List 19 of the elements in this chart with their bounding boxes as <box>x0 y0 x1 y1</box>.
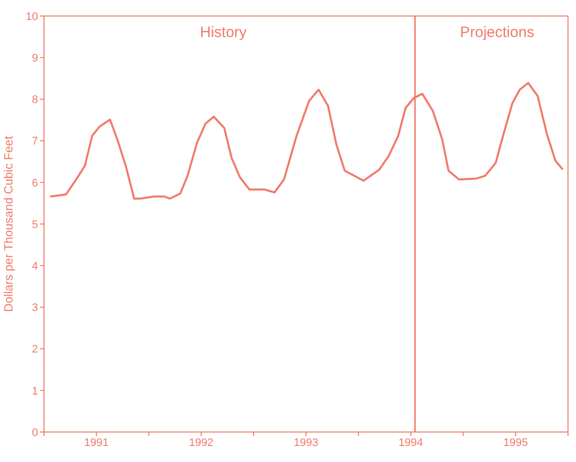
y-tick-label: 4 <box>32 260 38 273</box>
x-tick-label: 1993 <box>294 436 318 449</box>
y-tick-label: 6 <box>32 177 38 190</box>
x-tick-label: 1994 <box>398 436 424 449</box>
x-tick-label: 1991 <box>84 436 109 449</box>
y-tick-label: 10 <box>26 10 38 23</box>
y-tick-label: 7 <box>32 136 38 148</box>
y-tick-label: 1 <box>32 385 38 398</box>
x-tick-label: 1992 <box>188 436 214 449</box>
annotation: Projections <box>460 24 534 41</box>
y-axis-title: Dollars per Thousand Cubic Feet <box>1 135 16 312</box>
y-tick-label: 5 <box>32 218 38 231</box>
annotation: History <box>200 24 247 41</box>
x-tick-label: 1995 <box>503 436 528 449</box>
y-tick-label: 8 <box>32 94 38 106</box>
y-tick-label: 3 <box>32 302 38 314</box>
y-tick-label: 9 <box>32 52 38 65</box>
y-tick-label: 0 <box>32 426 38 439</box>
y-tick-label: 2 <box>32 344 38 356</box>
